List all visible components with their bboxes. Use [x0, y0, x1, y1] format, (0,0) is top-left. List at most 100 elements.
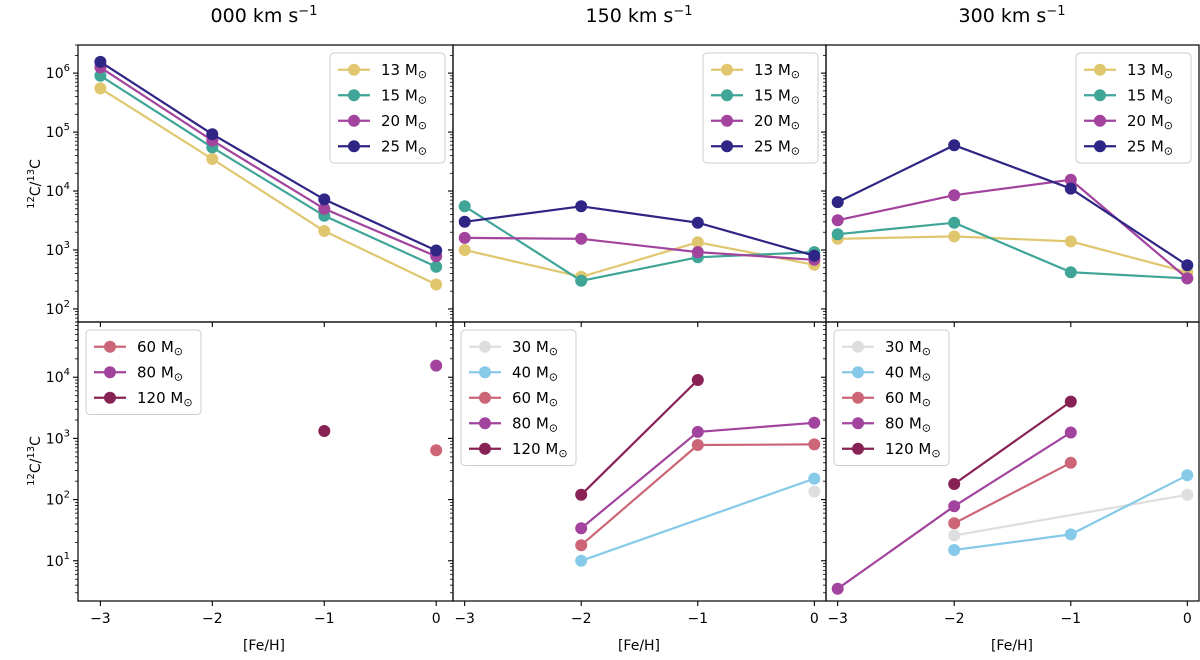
data-point-60-1: [1064, 456, 1077, 469]
legend-entry: 120 M⊙: [512, 440, 568, 460]
legend: 30 M⊙ 40 M⊙ 60 M⊙ 80 M⊙ 120 M⊙: [833, 329, 950, 466]
legend-box: [460, 329, 577, 466]
legend-marker: [348, 114, 360, 127]
data-point-25-0: [831, 196, 844, 209]
legend-marker: [721, 114, 733, 127]
y-tick-label: 104: [46, 181, 70, 200]
legend-entry: 80 M⊙: [885, 414, 931, 434]
series-line-15: [464, 205, 815, 282]
series-line-30: [954, 493, 1188, 537]
data-point-25-1: [948, 139, 961, 152]
legend-marker: [104, 366, 116, 379]
legend-entry: 120 M⊙: [137, 389, 193, 409]
series-line-20: [99, 66, 437, 258]
y-tick-label: 103: [46, 240, 70, 259]
legend-box: [702, 52, 819, 164]
legend-entry: 120 M⊙: [885, 440, 941, 460]
data-point-80-1: [691, 425, 704, 438]
series-line-25: [99, 60, 437, 252]
x-tick-label: −3: [827, 611, 848, 627]
data-point-13-0: [94, 82, 107, 95]
legend-box: [329, 52, 446, 164]
series-20-msun: [831, 173, 1194, 285]
legend-entry: 13 M⊙: [754, 61, 800, 81]
legend-marker: [1094, 114, 1106, 127]
panel-bottom-left: −3 −2 −1 0 101 102 103 104 60 M⊙ 80 M⊙ 120 M⊙: [46, 321, 454, 627]
data-point-25-2: [691, 216, 704, 229]
legend: 13 M⊙ 15 M⊙ 20 M⊙ 25 M⊙: [702, 52, 819, 164]
data-point-20-1: [948, 189, 961, 202]
series-60-msun: [948, 456, 1077, 530]
series-120-msun: [575, 374, 704, 501]
data-point-60-0: [430, 444, 443, 457]
data-point-120-1: [691, 374, 704, 386]
legend-marker: [1094, 63, 1106, 76]
x-tick-label: −2: [571, 611, 592, 627]
data-point-13-2: [318, 225, 331, 237]
legend-entry: 80 M⊙: [512, 414, 558, 434]
series-25-msun: [458, 200, 821, 262]
legend-entry: 20 M⊙: [1127, 112, 1173, 132]
series-line-13: [837, 235, 1188, 274]
series-line-13: [99, 87, 437, 286]
data-point-30-1: [1181, 488, 1194, 501]
legend-entry: 20 M⊙: [381, 112, 427, 132]
data-point-40-0: [575, 554, 588, 567]
series-line-80: [580, 421, 815, 530]
legend-entry: 60 M⊙: [512, 389, 558, 409]
data-point-20-1: [575, 232, 588, 245]
data-point-120-0: [575, 488, 588, 501]
data-point-15-0: [94, 69, 107, 82]
series-line-25: [837, 144, 1188, 267]
data-point-120-0: [948, 478, 961, 490]
data-point-80-2: [1064, 426, 1077, 439]
axes-frame: [825, 321, 1200, 602]
series-80-msun: [575, 416, 821, 535]
data-point-60-2: [808, 438, 821, 451]
series-line-120: [953, 400, 1072, 485]
data-point-13-3: [430, 278, 443, 291]
data-point-15-0: [458, 200, 471, 213]
legend-marker: [721, 63, 733, 76]
legend-entry: 80 M⊙: [137, 363, 183, 383]
legend-marker: [348, 63, 360, 76]
legend-entry: 60 M⊙: [885, 389, 931, 409]
column-title-300: 300 km s−1: [959, 4, 1066, 27]
data-point-20-3: [1181, 272, 1194, 285]
column-title-150: 150 km s−1: [586, 4, 693, 27]
y-tick-label: 101: [46, 551, 70, 570]
data-point-60-0: [575, 539, 588, 552]
series-15-msun: [831, 216, 1194, 285]
legend-marker: [104, 340, 116, 353]
data-point-15-1: [948, 216, 961, 229]
series-25-msun: [94, 55, 443, 257]
data-point-60-1: [691, 439, 704, 451]
series-line-20: [837, 178, 1189, 280]
ylabel-top: 12C/13C: [26, 159, 44, 209]
data-point-20-2: [318, 202, 331, 215]
data-point-25-3: [1181, 259, 1194, 272]
y-tick-label: 102: [46, 299, 70, 318]
data-point-15-1: [575, 274, 588, 287]
legend-marker: [852, 340, 864, 353]
legend-entry: 13 M⊙: [381, 61, 427, 81]
data-point-13-1: [948, 230, 961, 243]
x-tick-label: −1: [687, 611, 708, 627]
data-point-80-0: [575, 522, 588, 535]
series-line-40: [580, 477, 815, 562]
series-80-msun: [831, 426, 1077, 595]
legend-marker: [104, 391, 116, 404]
legend-box: [833, 329, 950, 466]
data-point-25-0: [94, 55, 107, 68]
series-line-60: [953, 461, 1072, 525]
legend: 13 M⊙ 15 M⊙ 20 M⊙ 25 M⊙: [1075, 52, 1192, 164]
data-point-15-2: [1064, 266, 1077, 279]
series-line-25: [464, 205, 815, 257]
y-tick-label: 102: [46, 490, 70, 509]
data-point-25-2: [318, 193, 331, 206]
data-point-40-2: [1181, 469, 1194, 482]
legend-entry: 25 M⊙: [381, 137, 427, 157]
legend-entry: 40 M⊙: [885, 363, 931, 383]
